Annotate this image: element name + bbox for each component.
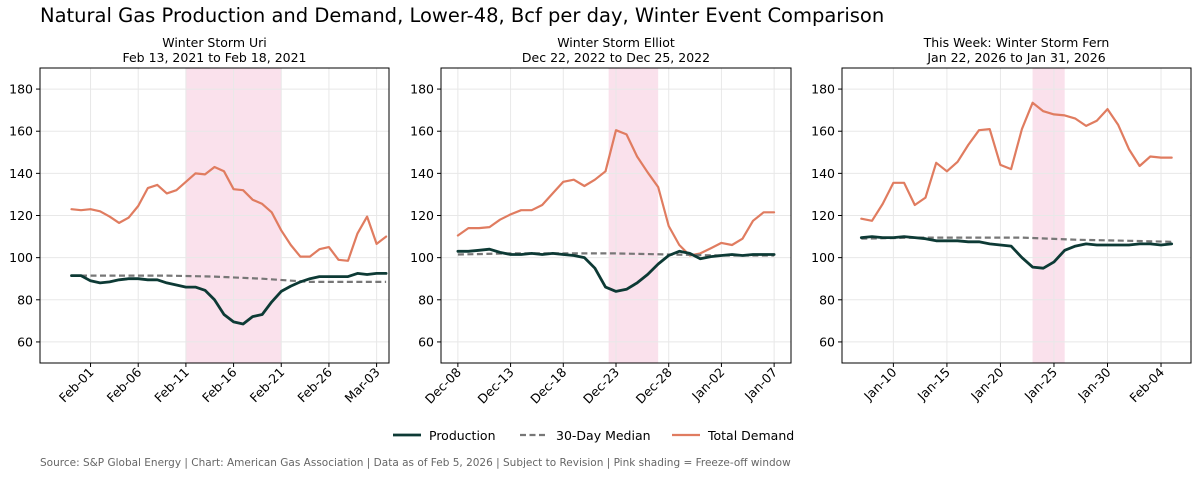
legend: Production 30-Day Median Total Demand: [393, 428, 794, 443]
y-tick-label: 160: [410, 124, 434, 139]
demand-series-line: [70, 165, 388, 262]
y-tick-label: 140: [9, 166, 33, 181]
x-tick-label: Feb-04: [1126, 364, 1167, 405]
y-tick-label: 160: [811, 124, 835, 139]
y-tick-label: 140: [811, 166, 835, 181]
y-tick-label: 60: [418, 334, 434, 349]
x-tick-label: Feb-21: [247, 365, 288, 406]
x-tick-label: Feb-01: [56, 365, 97, 406]
panel-title: Winter Storm Uri: [162, 35, 267, 50]
panel-subtitle: Feb 13, 2021 to Feb 18, 2021: [122, 50, 306, 65]
figure-title: Natural Gas Production and Demand, Lower…: [40, 4, 885, 27]
y-tick-label: 180: [811, 82, 835, 97]
source-footer: Source: S&P Global Energy | Chart: Ameri…: [40, 457, 791, 469]
y-tick-label: 120: [811, 208, 835, 223]
y-tick-label: 160: [9, 124, 33, 139]
x-tick-label: Jan-20: [967, 364, 1006, 403]
x-tick-label: Jan-02: [688, 365, 727, 404]
demand-series-line: [860, 101, 1173, 222]
plot-frame: [39, 67, 390, 364]
x-tick-label: Dec-23: [580, 365, 622, 407]
x-tick-label: Jan-25: [1021, 365, 1060, 404]
y-tick-label: 140: [410, 166, 434, 181]
x-tick-label: Jan-15: [914, 365, 953, 404]
median-series-line: [71, 274, 387, 283]
production-series-line: [456, 247, 776, 293]
x-tick-label: Dec-28: [633, 364, 675, 406]
demand-series-line: [456, 129, 776, 257]
x-tick-label: Dec-18: [527, 364, 569, 406]
panel-subtitle: Jan 22, 2026 to Jan 31, 2026: [926, 50, 1105, 65]
x-tick-label: Feb-16: [199, 364, 240, 405]
x-tick-label: Jan-07: [741, 365, 780, 404]
panel-subtitle: Dec 22, 2022 to Dec 25, 2022: [522, 50, 710, 65]
y-tick-label: 180: [9, 82, 33, 97]
legend-label-median: 30-Day Median: [556, 428, 651, 443]
x-tick-label: Jan-30: [1074, 364, 1113, 403]
y-tick-label: 120: [9, 208, 33, 223]
panel-title: This Week: Winter Storm Fern: [923, 35, 1110, 50]
panel-title: Winter Storm Elliot: [557, 35, 675, 50]
production-series-line: [70, 271, 388, 326]
y-tick-label: 80: [819, 292, 835, 307]
median-series-line: [861, 236, 1172, 243]
legend-label-production: Production: [429, 428, 496, 443]
y-tick-label: 80: [418, 292, 434, 307]
x-tick-label: Feb-06: [104, 364, 145, 405]
x-tick-label: Feb-11: [151, 365, 192, 406]
x-tick-label: Dec-13: [475, 365, 517, 407]
y-tick-label: 60: [819, 334, 835, 349]
y-tick-label: 180: [410, 82, 434, 97]
plot-frame: [841, 67, 1192, 364]
x-tick-label: Mar-03: [342, 365, 383, 406]
legend-label-demand: Total Demand: [707, 428, 794, 443]
production-series-line: [859, 235, 1174, 270]
x-tick-label: Jan-10: [860, 364, 899, 403]
y-tick-label: 60: [17, 334, 33, 349]
y-tick-label: 100: [811, 250, 835, 265]
y-tick-label: 100: [410, 250, 434, 265]
y-tick-label: 120: [410, 208, 434, 223]
y-tick-label: 80: [17, 292, 33, 307]
x-tick-label: Dec-08: [422, 364, 464, 406]
plot-frame: [440, 67, 792, 364]
y-tick-label: 100: [9, 250, 33, 265]
x-tick-label: Feb-26: [294, 364, 335, 405]
